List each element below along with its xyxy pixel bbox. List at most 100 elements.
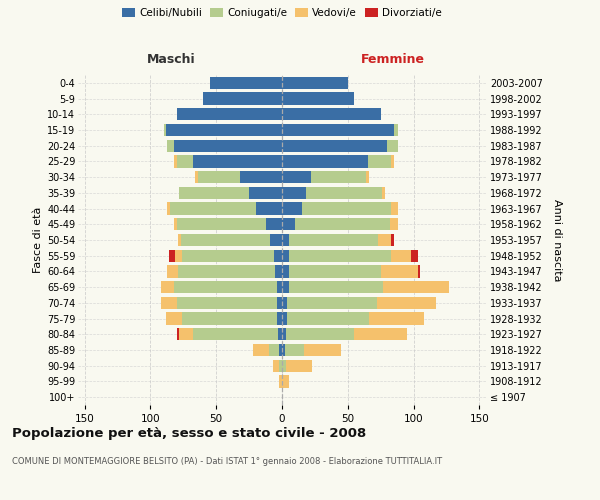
Bar xyxy=(282,76,348,89)
Bar xyxy=(282,328,286,340)
Bar xyxy=(167,140,174,152)
Bar xyxy=(193,156,282,168)
Bar xyxy=(369,312,424,324)
Bar xyxy=(282,92,355,104)
Bar xyxy=(282,344,284,356)
Bar xyxy=(368,156,391,168)
Bar xyxy=(366,171,369,183)
Bar xyxy=(391,156,394,168)
Bar xyxy=(166,312,182,324)
Bar xyxy=(286,328,355,340)
Bar xyxy=(275,266,282,278)
Bar xyxy=(177,108,282,120)
Bar xyxy=(286,360,312,372)
Bar xyxy=(305,186,382,199)
Bar xyxy=(289,266,381,278)
Bar xyxy=(282,266,289,278)
Bar xyxy=(177,218,266,230)
Bar xyxy=(282,186,305,199)
Bar xyxy=(282,250,289,262)
Bar xyxy=(179,186,249,199)
Bar xyxy=(411,250,418,262)
Bar xyxy=(287,296,377,309)
Bar xyxy=(282,202,302,214)
Bar xyxy=(277,296,282,309)
Bar xyxy=(182,250,274,262)
Bar xyxy=(277,281,282,293)
Bar xyxy=(266,218,282,230)
Bar xyxy=(177,296,277,309)
Bar xyxy=(282,171,311,183)
Bar xyxy=(282,360,286,372)
Bar xyxy=(182,312,277,324)
Bar xyxy=(378,234,391,246)
Bar xyxy=(177,328,179,340)
Bar xyxy=(240,171,282,183)
Text: Femmine: Femmine xyxy=(361,53,425,66)
Bar xyxy=(311,171,366,183)
Bar xyxy=(355,328,407,340)
Bar xyxy=(181,234,270,246)
Bar xyxy=(273,360,280,372)
Bar xyxy=(161,296,177,309)
Bar xyxy=(390,218,398,230)
Bar xyxy=(282,312,287,324)
Bar xyxy=(394,124,398,136)
Bar xyxy=(203,92,282,104)
Bar xyxy=(161,281,174,293)
Bar xyxy=(179,328,193,340)
Bar xyxy=(282,234,289,246)
Bar xyxy=(382,186,385,199)
Bar xyxy=(280,344,282,356)
Bar xyxy=(270,234,282,246)
Bar xyxy=(195,171,198,183)
Bar xyxy=(289,250,391,262)
Bar xyxy=(175,250,182,262)
Bar xyxy=(249,186,282,199)
Bar xyxy=(391,250,411,262)
Bar xyxy=(174,140,282,152)
Bar xyxy=(418,266,420,278)
Bar xyxy=(282,218,295,230)
Bar xyxy=(284,344,304,356)
Bar xyxy=(391,234,394,246)
Bar xyxy=(282,281,289,293)
Bar xyxy=(280,376,282,388)
Text: Popolazione per età, sesso e stato civile - 2008: Popolazione per età, sesso e stato civil… xyxy=(12,428,366,440)
Bar xyxy=(277,312,282,324)
Bar xyxy=(178,266,275,278)
Bar xyxy=(289,281,383,293)
Bar xyxy=(209,76,282,89)
Bar xyxy=(304,344,341,356)
Bar xyxy=(391,202,398,214)
Bar xyxy=(166,124,282,136)
Bar xyxy=(282,140,387,152)
Bar xyxy=(169,250,175,262)
Bar xyxy=(167,266,178,278)
Bar xyxy=(174,218,177,230)
Y-axis label: Anni di nascita: Anni di nascita xyxy=(553,198,562,281)
Bar xyxy=(174,156,177,168)
Bar xyxy=(282,296,287,309)
Bar xyxy=(174,281,277,293)
Y-axis label: Fasce di età: Fasce di età xyxy=(32,207,43,273)
Bar xyxy=(167,202,170,214)
Legend: Celibi/Nubili, Coniugati/e, Vedovi/e, Divorziati/e: Celibi/Nubili, Coniugati/e, Vedovi/e, Di… xyxy=(122,8,442,18)
Bar xyxy=(282,108,381,120)
Bar xyxy=(253,344,269,356)
Bar xyxy=(256,202,282,214)
Text: COMUNE DI MONTEMAGGIORE BELSITO (PA) - Dati ISTAT 1° gennaio 2008 - Elaborazione: COMUNE DI MONTEMAGGIORE BELSITO (PA) - D… xyxy=(12,458,442,466)
Bar xyxy=(198,171,240,183)
Bar xyxy=(177,156,193,168)
Bar xyxy=(377,296,436,309)
Bar xyxy=(282,124,394,136)
Bar xyxy=(287,312,369,324)
Text: Maschi: Maschi xyxy=(146,53,196,66)
Bar xyxy=(178,234,181,246)
Bar xyxy=(289,234,378,246)
Bar xyxy=(280,360,282,372)
Bar xyxy=(295,218,390,230)
Bar xyxy=(170,202,256,214)
Bar xyxy=(269,344,280,356)
Bar xyxy=(274,250,282,262)
